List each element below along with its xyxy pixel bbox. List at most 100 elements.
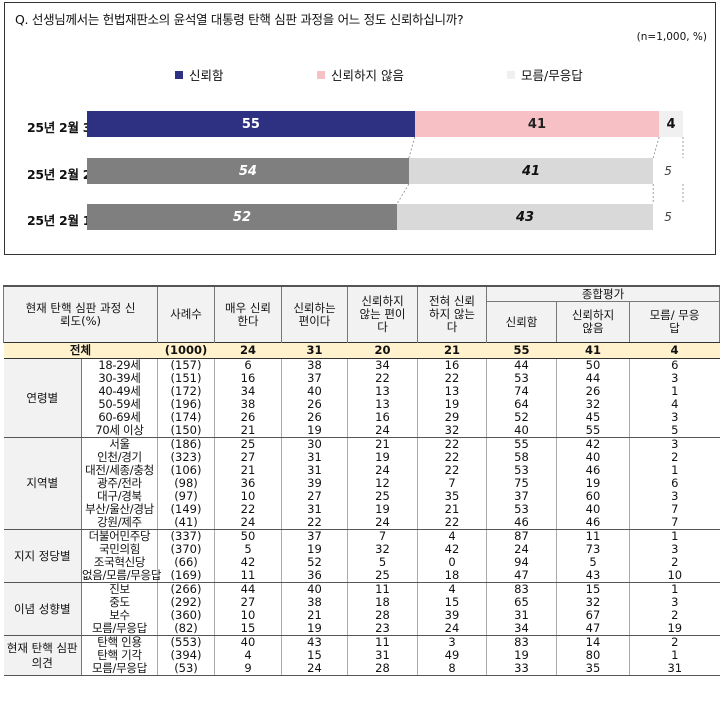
table-cell: 21	[214, 464, 282, 477]
table-cell: 40	[486, 424, 557, 438]
row-n: (186)	[157, 437, 215, 451]
table-cell: 3	[628, 543, 720, 556]
table-cell: 33	[486, 662, 557, 676]
table-cell: 19	[486, 649, 557, 662]
table-cell: 40	[556, 451, 630, 464]
table-row: 대구/경북 (97) 10 27 25 35 37 60 3	[4, 490, 720, 503]
table-cell: 27	[214, 451, 282, 464]
table-cell: 32	[556, 596, 630, 609]
table-cell: 42	[214, 556, 282, 569]
bar-category-label: 25년 2월 2주	[27, 167, 103, 182]
table-cell: 35	[556, 662, 630, 676]
table-cell: 44	[486, 358, 557, 372]
row-group-label: 현재 탄핵 심판 의견	[3, 635, 82, 676]
table-cell: 24	[347, 424, 418, 438]
table-cell: 19	[347, 451, 418, 464]
table-cell: 19	[556, 477, 630, 490]
table-cell: 52	[486, 411, 557, 424]
table-cell: 2	[628, 635, 720, 649]
table-cell: 38	[281, 358, 348, 372]
table-cell: 22	[417, 451, 487, 464]
row-group-label: 이념 성향별	[3, 582, 82, 636]
table-cell: 40	[214, 635, 282, 649]
table-row: 40-49세 (172) 34 40 13 13 74 26 1	[4, 385, 720, 398]
table-cell: 53	[486, 372, 557, 385]
table-cell: 2	[628, 451, 720, 464]
table-cell: 31	[486, 609, 557, 622]
table-cell: 46	[556, 516, 630, 530]
table-cell: 6	[628, 358, 720, 372]
row-n: (266)	[157, 582, 215, 596]
bar-segment-distrust: 41	[408, 158, 654, 184]
bar-connector-line	[652, 136, 660, 159]
table-header-very-trust: 매우 신뢰한다	[214, 285, 282, 343]
table-cell: 25	[347, 569, 418, 583]
table-cell: 80	[556, 649, 630, 662]
table-cell: 18	[347, 596, 418, 609]
total-cell: 55	[486, 342, 557, 359]
table-cell: 26	[556, 385, 630, 398]
table-cell: 2	[628, 556, 720, 569]
table-cell: 28	[347, 609, 418, 622]
table-cell: 47	[556, 622, 630, 636]
table-cell: 43	[556, 569, 630, 583]
table-header-trust: 신뢰함	[486, 301, 557, 343]
table-header-unknown: 모름/ 무응답	[628, 301, 721, 343]
table-cell: 9	[214, 662, 282, 676]
table-row: 50-59세 (196) 38 26 13 19 64 32 4	[4, 398, 720, 411]
table-body: 전체 (1000) 24 31 20 21 55 41 4 연령별 18-29세(…	[3, 342, 720, 676]
table-cell: 74	[486, 385, 557, 398]
total-cell: 31	[281, 342, 348, 359]
table-cell: 1	[628, 464, 720, 477]
table-cell: 24	[347, 464, 418, 477]
row-label: 부산/울산/경남	[85, 502, 154, 516]
table-header-somewhat-trust: 신뢰하는 편이다	[281, 285, 348, 343]
legend-swatch-unknown	[507, 70, 515, 79]
table-cell: 4	[417, 529, 487, 543]
table-cell: 24	[281, 662, 348, 676]
row-n: (394)	[157, 649, 215, 662]
table-cell: 26	[214, 411, 282, 424]
table-cell: 19	[347, 503, 418, 516]
bar-segment-trust: 52	[87, 204, 397, 230]
table-cell: 24	[347, 516, 418, 530]
table-cell: 31	[281, 464, 348, 477]
row-n: (53)	[157, 662, 215, 676]
table-cell: 55	[486, 437, 557, 451]
table-row: 60-69세 (174) 26 26 16 29 52 45 3	[4, 411, 720, 424]
row-n: (106)	[157, 464, 215, 477]
table-cell: 31	[347, 649, 418, 662]
table-cell: 18	[417, 569, 487, 583]
table-cell: 16	[347, 411, 418, 424]
table-cell: 10	[214, 609, 282, 622]
table-cell: 4	[214, 649, 282, 662]
row-label: 탄핵 기각	[97, 648, 142, 662]
row-label: 보수	[109, 608, 130, 622]
row-n: (337)	[157, 529, 215, 543]
row-n: (150)	[157, 424, 215, 438]
table-row: 광주/전라 (98) 36 39 12 7 75 19 6	[4, 477, 720, 490]
table-cell: 15	[417, 596, 487, 609]
table-cell: 2	[628, 609, 720, 622]
legend-label-distrust: 신뢰하지 않음	[331, 68, 404, 83]
row-label: 대전/세종/충청	[85, 463, 154, 477]
table-cell: 50	[556, 358, 630, 372]
table-cell: 0	[417, 556, 487, 569]
table-cell: 7	[628, 516, 720, 530]
table-row: 현재 탄핵 심판 의견 탄핵 인용 (553) 40 43 11 3 83 14 2	[3, 635, 720, 676]
table-row: 연령별 18-29세 (157) 6 38 34 16 44 50 6	[3, 358, 720, 438]
table-cell: 37	[486, 490, 557, 503]
row-n: (169)	[157, 569, 215, 583]
total-cell: 41	[556, 342, 630, 359]
total-cell: 21	[417, 342, 487, 359]
table-row: 탄핵 기각 (394) 4 15 31 49 19 80 1	[4, 649, 720, 662]
total-cell: 24	[214, 342, 282, 359]
total-n: (1000)	[157, 342, 215, 359]
table-cell: 10	[214, 490, 282, 503]
table-cell: 37	[281, 529, 348, 543]
table-cell: 47	[486, 569, 557, 583]
table-cell: 16	[214, 372, 282, 385]
table-cell: 11	[556, 529, 630, 543]
table-cell: 52	[281, 556, 348, 569]
table-cell: 11	[347, 635, 418, 649]
